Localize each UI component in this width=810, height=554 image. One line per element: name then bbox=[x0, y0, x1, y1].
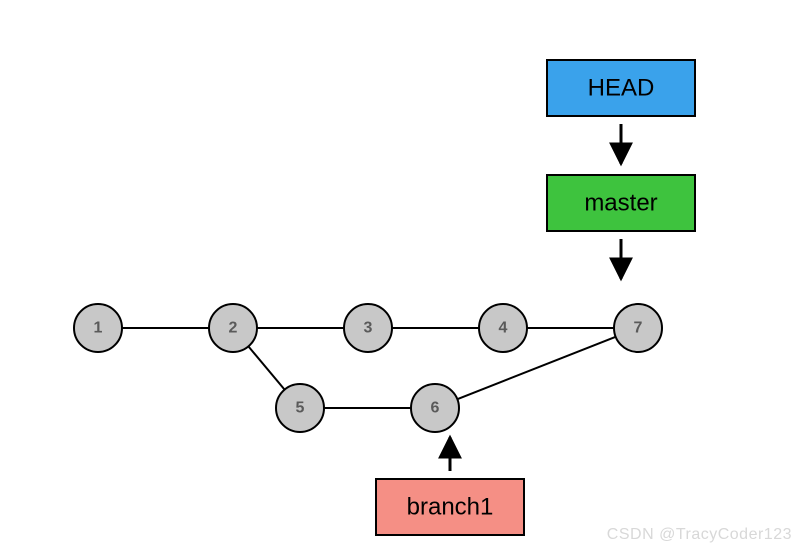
branch1-label: branch1 bbox=[407, 494, 494, 521]
head-label: HEAD bbox=[588, 75, 655, 102]
head-box: HEAD bbox=[547, 60, 695, 116]
commit-node-5-label: 5 bbox=[296, 400, 305, 417]
commit-node-3-label: 3 bbox=[364, 320, 373, 337]
watermark-text: CSDN @TracyCoder123 bbox=[607, 526, 792, 544]
master-label: master bbox=[584, 190, 657, 217]
commit-node-5: 5 bbox=[276, 384, 324, 432]
commit-node-7-label: 7 bbox=[634, 320, 643, 337]
master-box: master bbox=[547, 175, 695, 231]
commit-node-2: 2 bbox=[209, 304, 257, 352]
commit-node-6-label: 6 bbox=[431, 400, 440, 417]
commit-node-4-label: 4 bbox=[499, 320, 508, 337]
commit-node-3: 3 bbox=[344, 304, 392, 352]
branch1-box: branch1 bbox=[376, 479, 524, 535]
commit-node-1-label: 1 bbox=[94, 320, 103, 337]
commit-node-2-label: 2 bbox=[229, 320, 238, 337]
commit-node-7: 7 bbox=[614, 304, 662, 352]
commit-node-6: 6 bbox=[411, 384, 459, 432]
edge-6-7 bbox=[457, 337, 615, 399]
edge-2-5 bbox=[248, 346, 284, 389]
git-branch-diagram: 1 2 3 4 7 5 6 HEAD master branch1 bbox=[0, 0, 810, 554]
commit-node-4: 4 bbox=[479, 304, 527, 352]
commit-node-1: 1 bbox=[74, 304, 122, 352]
